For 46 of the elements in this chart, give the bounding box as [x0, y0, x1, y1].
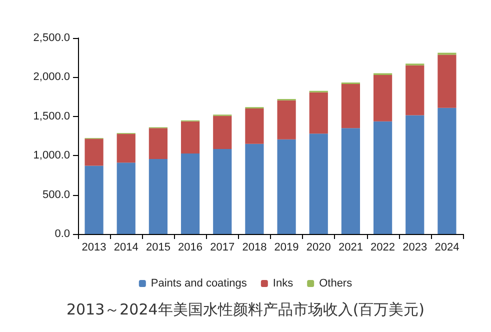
- bar: [116, 162, 136, 234]
- x-tick-label: 2022: [370, 242, 396, 254]
- bar: [341, 84, 360, 128]
- bar: [309, 92, 328, 134]
- bar: [213, 116, 232, 150]
- bar: [245, 144, 264, 234]
- legend-label: Paints and coatings: [150, 278, 248, 290]
- y-tick-label: 1,000.0: [33, 150, 70, 162]
- y-tick-label: 2,000.0: [33, 71, 70, 84]
- bar: [116, 134, 136, 163]
- x-tick-label: 2024: [434, 242, 460, 254]
- bar: [373, 121, 392, 234]
- x-tick-label: 2015: [146, 242, 170, 254]
- bar: [84, 166, 104, 234]
- bar: [180, 121, 200, 154]
- bar: [277, 139, 296, 234]
- y-tick-label: 2,500.0: [33, 32, 70, 44]
- bar: [180, 154, 200, 234]
- x-tick-label: 2014: [114, 242, 138, 254]
- y-tick-label: 0.0: [54, 228, 70, 240]
- bar: [309, 134, 328, 234]
- legend-label: Others: [319, 278, 353, 290]
- text: 2013～2024年美国水性颜料产品市场收入(百万美元): [66, 300, 425, 318]
- x-tick-label: 2013: [82, 242, 106, 254]
- x-tick-label: 2021: [338, 242, 363, 254]
- bar: [438, 54, 456, 108]
- bar: [277, 100, 296, 140]
- bar: [213, 149, 232, 234]
- bar: [406, 65, 424, 116]
- bar: [406, 115, 424, 234]
- bar: [148, 159, 168, 234]
- legend-label: Inks: [272, 278, 294, 290]
- bar: [341, 128, 360, 234]
- bar: [245, 108, 264, 144]
- y-tick-label: 500.0: [42, 188, 70, 201]
- x-tick-label: 2017: [210, 242, 235, 254]
- x-tick-label: 2023: [402, 242, 428, 254]
- bar: [148, 128, 168, 160]
- x-tick-label: 2018: [242, 242, 267, 254]
- bar: [373, 75, 392, 122]
- x-tick-label: 2016: [178, 242, 203, 254]
- bar: [84, 138, 104, 166]
- x-tick-label: 2019: [274, 242, 299, 254]
- x-tick-label: 2020: [306, 242, 331, 254]
- y-tick-label: 1,500.0: [33, 110, 70, 122]
- bar: [438, 108, 456, 234]
